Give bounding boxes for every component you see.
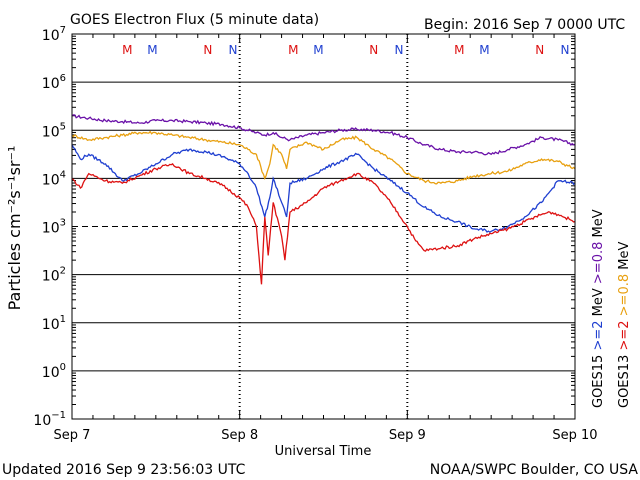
y-tick-label: 104 xyxy=(42,169,66,188)
x-axis-label: Universal Time xyxy=(275,444,372,459)
mnn-marker: M xyxy=(454,43,464,57)
y-axis-label: Particles cm⁻²s⁻¹sr⁻¹ xyxy=(5,146,24,311)
x-tick-label: Sep 9 xyxy=(389,428,426,443)
y-tick-label: 101 xyxy=(42,314,66,333)
legend-entry: GOES15 >=2 MeV >=0.8 MeV xyxy=(591,209,606,408)
mnn-marker: N xyxy=(560,43,569,57)
mnn-marker: M xyxy=(147,43,157,57)
grid xyxy=(71,34,576,419)
legend-entry: GOES13 >=2 >=0.8 MeV xyxy=(617,242,632,408)
updated-timestamp: Updated 2016 Sep 9 23:56:03 UTC xyxy=(2,462,246,478)
x-tick-labels: Sep 7 Sep 8 Sep 9 Sep 10 xyxy=(54,428,598,443)
mnn-marker: N xyxy=(369,43,378,57)
mnn-marker: N xyxy=(228,43,237,57)
mnn-marker: M xyxy=(479,43,489,57)
series-line xyxy=(71,114,576,156)
plot-frame xyxy=(71,33,576,420)
mnn-marker: N xyxy=(535,43,544,57)
mnn-marker: N xyxy=(394,43,403,57)
y-tick-label: 100 xyxy=(42,362,66,381)
chart-title: GOES Electron Flux (5 minute data) xyxy=(70,12,319,28)
mnn-marker: M xyxy=(313,43,323,57)
y-tick-label: 102 xyxy=(42,266,66,285)
begin-date: Begin: 2016 Sep 7 0000 UTC xyxy=(424,17,625,33)
mnn-marker: M xyxy=(288,43,298,57)
y-tick-label: 103 xyxy=(42,218,66,237)
series-line xyxy=(71,163,576,285)
x-tick-label: Sep 7 xyxy=(54,428,91,443)
credit-text: NOAA/SWPC Boulder, CO USA xyxy=(430,462,639,478)
mnn-marker: M xyxy=(122,43,132,57)
y-tick-label: 10−1 xyxy=(33,410,66,429)
y-tick-label: 107 xyxy=(42,25,66,44)
x-tick-label: Sep 8 xyxy=(221,428,258,443)
mnn-marker: N xyxy=(203,43,212,57)
series-line xyxy=(71,144,576,233)
series-line xyxy=(71,130,576,185)
y-tick-labels: 107 106 105 104 103 102 101 100 10−1 xyxy=(33,25,66,429)
series-lines xyxy=(71,114,576,285)
x-tick-label: Sep 10 xyxy=(552,428,597,443)
legend: GOES15 >=2 MeV >=0.8 MeV GOES13 >=2 >=0.… xyxy=(591,209,632,408)
y-tick-label: 105 xyxy=(42,121,66,140)
y-tick-label: 106 xyxy=(42,73,66,92)
